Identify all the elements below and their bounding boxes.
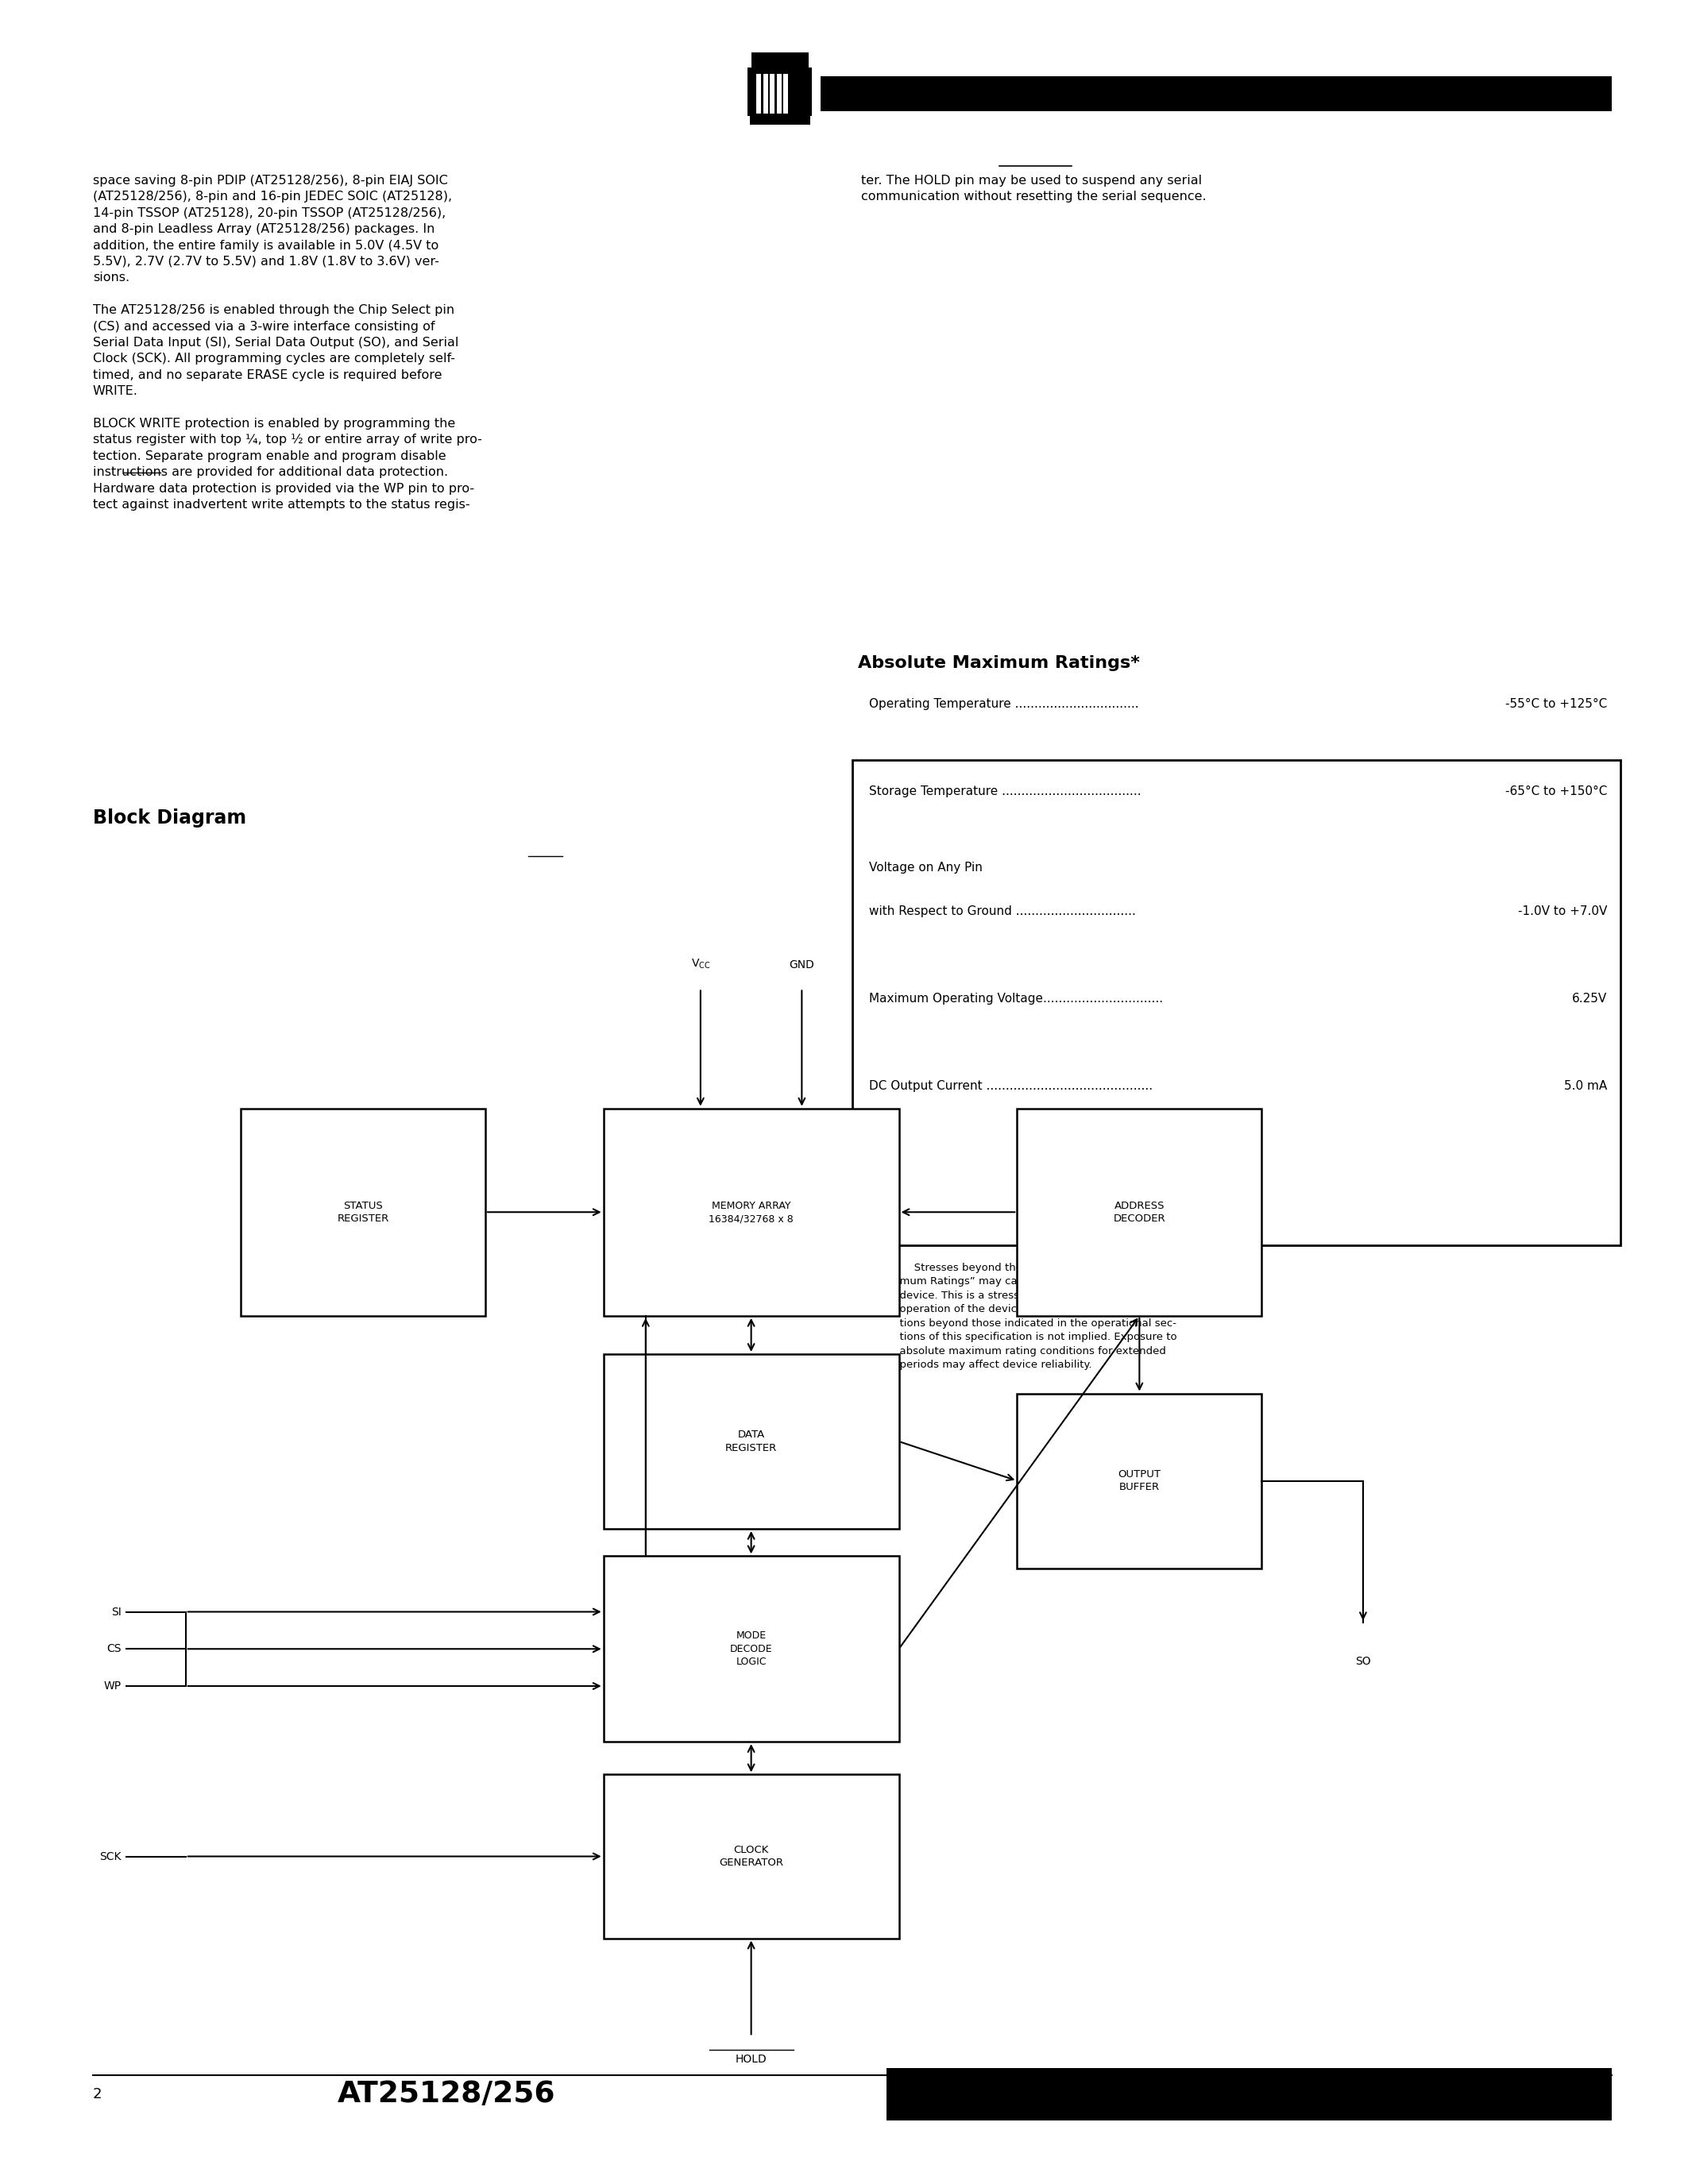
Text: space saving 8-pin PDIP (AT25128/256), 8-pin EIAJ SOIC
(AT25128/256), 8-pin and : space saving 8-pin PDIP (AT25128/256), 8… bbox=[93, 175, 483, 511]
Bar bbox=[852, 760, 1620, 1245]
Bar bbox=[748, 68, 812, 116]
Bar bbox=[770, 74, 775, 114]
Text: ter. The HOLD pin may be used to suspend any serial
communication without resett: ter. The HOLD pin may be used to suspend… bbox=[861, 175, 1207, 203]
Text: Absolute Maximum Ratings*: Absolute Maximum Ratings* bbox=[858, 655, 1139, 670]
Text: MODE
DECODE
LOGIC: MODE DECODE LOGIC bbox=[729, 1631, 773, 1666]
Text: *NOTICE:    Stresses beyond those listed under “Absolute Maxi-
              mum: *NOTICE: Stresses beyond those listed un… bbox=[852, 1262, 1187, 1369]
Text: OUTPUT
BUFFER: OUTPUT BUFFER bbox=[1117, 1470, 1161, 1492]
Bar bbox=[1016, 1393, 1263, 1568]
Bar bbox=[783, 74, 788, 114]
Text: 6.25V: 6.25V bbox=[1572, 994, 1607, 1005]
Bar bbox=[241, 1109, 486, 1315]
Text: Maximum Operating Voltage...............................: Maximum Operating Voltage...............… bbox=[869, 994, 1163, 1005]
Bar bbox=[604, 1109, 898, 1315]
Bar bbox=[763, 74, 768, 114]
Bar bbox=[756, 74, 761, 114]
Text: DC Output Current ...........................................: DC Output Current ......................… bbox=[869, 1081, 1153, 1092]
Text: AT25128/256: AT25128/256 bbox=[338, 2079, 555, 2110]
Bar bbox=[604, 1555, 898, 1743]
Text: -55°C to +125°C: -55°C to +125°C bbox=[1506, 699, 1607, 710]
Text: 5.0 mA: 5.0 mA bbox=[1563, 1081, 1607, 1092]
Text: Voltage on Any Pin: Voltage on Any Pin bbox=[869, 863, 982, 874]
Bar bbox=[820, 76, 1612, 111]
Text: MEMORY ARRAY
16384/32768 x 8: MEMORY ARRAY 16384/32768 x 8 bbox=[709, 1201, 793, 1223]
Text: Operating Temperature ................................: Operating Temperature ..................… bbox=[869, 699, 1139, 710]
Text: with Respect to Ground ...............................: with Respect to Ground .................… bbox=[869, 906, 1136, 917]
Text: CS: CS bbox=[106, 1642, 122, 1655]
Bar bbox=[604, 1773, 898, 1939]
Text: HOLD: HOLD bbox=[736, 2053, 766, 2066]
Bar bbox=[1016, 1109, 1263, 1315]
Text: -1.0V to +7.0V: -1.0V to +7.0V bbox=[1518, 906, 1607, 917]
Text: DATA
REGISTER: DATA REGISTER bbox=[726, 1431, 776, 1452]
Text: SCK: SCK bbox=[100, 1850, 122, 1863]
Text: GND: GND bbox=[790, 959, 815, 970]
Text: WP: WP bbox=[105, 1679, 122, 1693]
Text: SI: SI bbox=[111, 1605, 122, 1618]
Text: SO: SO bbox=[1355, 1655, 1371, 1666]
Text: STATUS
REGISTER: STATUS REGISTER bbox=[338, 1201, 388, 1223]
Text: ADDRESS
DECODER: ADDRESS DECODER bbox=[1114, 1201, 1165, 1223]
Text: -65°C to +150°C: -65°C to +150°C bbox=[1506, 786, 1607, 797]
Text: CLOCK
GENERATOR: CLOCK GENERATOR bbox=[719, 1845, 783, 1867]
Text: Storage Temperature ....................................: Storage Temperature ....................… bbox=[869, 786, 1141, 797]
Bar bbox=[749, 114, 810, 124]
Text: 2: 2 bbox=[93, 2088, 101, 2101]
Text: V$_\mathrm{CC}$: V$_\mathrm{CC}$ bbox=[690, 959, 711, 970]
Bar bbox=[751, 52, 809, 72]
Bar bbox=[604, 1354, 898, 1529]
Text: Block Diagram: Block Diagram bbox=[93, 808, 246, 828]
Bar bbox=[776, 74, 782, 114]
Bar bbox=[886, 2068, 1612, 2121]
